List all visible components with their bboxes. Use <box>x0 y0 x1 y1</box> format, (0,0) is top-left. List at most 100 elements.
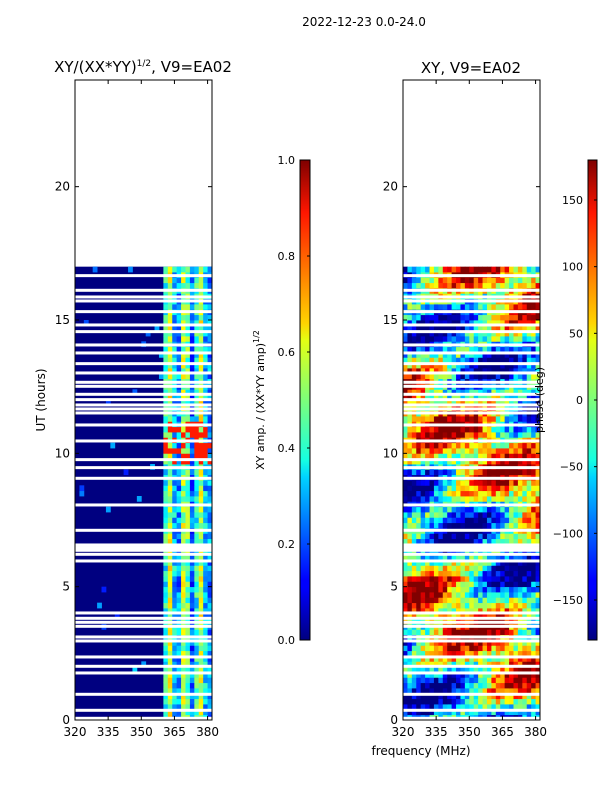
heatmap-cell <box>531 373 536 380</box>
heatmap-cell <box>181 629 186 636</box>
heatmap-cell <box>486 442 492 449</box>
heatmap-cell <box>531 432 536 438</box>
heatmap-cell <box>447 533 453 540</box>
flagged-row <box>403 392 540 396</box>
heatmap-cell <box>429 645 435 652</box>
heatmap-cell <box>433 602 439 609</box>
heatmap-cell <box>517 581 523 588</box>
heatmap-cell <box>531 400 536 406</box>
heatmap-cell <box>181 426 186 433</box>
heatmap-cell <box>486 373 492 380</box>
heatmap-cell <box>185 597 191 604</box>
heatmap-cell <box>420 677 426 684</box>
heatmap-cell <box>482 352 488 358</box>
heatmap-cell <box>167 485 173 492</box>
heatmap-cell <box>495 336 501 342</box>
heatmap-cell <box>500 597 506 604</box>
heatmap-cell <box>517 490 523 497</box>
heatmap-cell <box>482 325 488 332</box>
flagged-row <box>75 407 212 411</box>
heatmap-cell <box>469 357 475 364</box>
heatmap-cell <box>407 661 413 668</box>
heatmap-cell <box>482 554 488 561</box>
heatmap-cell <box>429 677 435 684</box>
heatmap-cell <box>451 389 457 396</box>
heatmap-cell <box>447 656 453 662</box>
heatmap-cell <box>207 677 213 684</box>
heatmap-cell <box>420 400 426 406</box>
heatmap-cell <box>411 661 417 668</box>
heatmap-cell <box>167 266 173 273</box>
heatmap-cell <box>456 709 461 716</box>
heatmap-cell <box>513 506 519 513</box>
heatmap-cell <box>522 336 528 342</box>
heatmap-cell <box>167 554 173 561</box>
heatmap-cell <box>442 362 448 369</box>
heatmap-cell <box>447 661 453 668</box>
heatmap-cell <box>469 554 475 561</box>
heatmap-cell <box>491 357 497 364</box>
heatmap-cell <box>189 512 195 518</box>
heatmap-cell <box>522 656 528 662</box>
heatmap-cell <box>482 533 488 540</box>
heatmap-cell <box>535 400 541 406</box>
heatmap-cell <box>447 346 453 353</box>
heatmap-cell <box>522 576 528 582</box>
heatmap-cell <box>163 650 169 657</box>
heatmap-cell <box>176 442 182 449</box>
heatmap-cell <box>438 496 444 502</box>
heatmap-cell <box>438 560 444 566</box>
heatmap-cell <box>495 645 501 652</box>
heatmap-cell <box>460 480 466 486</box>
heatmap-cell <box>438 282 444 289</box>
heatmap-cell <box>491 490 497 497</box>
heatmap-cell <box>478 314 483 321</box>
heatmap-cell <box>198 266 204 273</box>
heatmap-cell <box>486 629 492 636</box>
heatmap-cell <box>433 277 439 284</box>
heatmap-cell <box>482 416 488 422</box>
heatmap-cell <box>526 602 532 609</box>
heatmap-cell <box>189 352 195 358</box>
heatmap-cell <box>185 373 191 380</box>
heatmap-cell <box>491 512 497 518</box>
heatmap-cell <box>172 416 178 422</box>
heatmap-cell <box>486 613 492 620</box>
heatmap-cell <box>464 282 470 289</box>
heatmap-cell <box>429 640 435 646</box>
heatmap-cell <box>491 704 497 710</box>
heatmap-cell <box>163 549 169 556</box>
heatmap-cell <box>447 442 453 449</box>
heatmap-cell <box>473 336 479 342</box>
heatmap-cell <box>442 496 448 502</box>
heatmap-cell <box>433 512 439 518</box>
heatmap-cell <box>438 661 444 668</box>
heatmap-cell <box>482 693 488 700</box>
heatmap-cell <box>425 688 430 694</box>
heatmap-cell <box>522 608 528 614</box>
flagged-row <box>75 423 212 427</box>
heatmap-cell <box>464 586 470 593</box>
heatmap-cell <box>189 416 195 422</box>
heatmap-cell <box>469 533 475 540</box>
heatmap-cell <box>425 672 430 678</box>
heatmap-cell <box>185 485 191 492</box>
heatmap-cell <box>181 586 186 593</box>
heatmap-cell <box>172 522 178 529</box>
heatmap-cell <box>513 645 519 652</box>
heatmap-cell <box>442 613 448 620</box>
heatmap-cell <box>163 442 169 449</box>
heatmap-cell <box>460 266 466 273</box>
heatmap-cell <box>482 645 488 652</box>
heatmap-cell <box>469 688 475 694</box>
heatmap-cell <box>198 698 204 705</box>
flagged-row <box>403 655 540 659</box>
heatmap-cell <box>433 336 439 342</box>
heatmap-cell <box>531 693 536 700</box>
heatmap-cell <box>420 656 426 662</box>
flagged-row <box>75 310 212 314</box>
heatmap-cell <box>495 576 501 582</box>
heatmap-cell <box>517 704 523 710</box>
